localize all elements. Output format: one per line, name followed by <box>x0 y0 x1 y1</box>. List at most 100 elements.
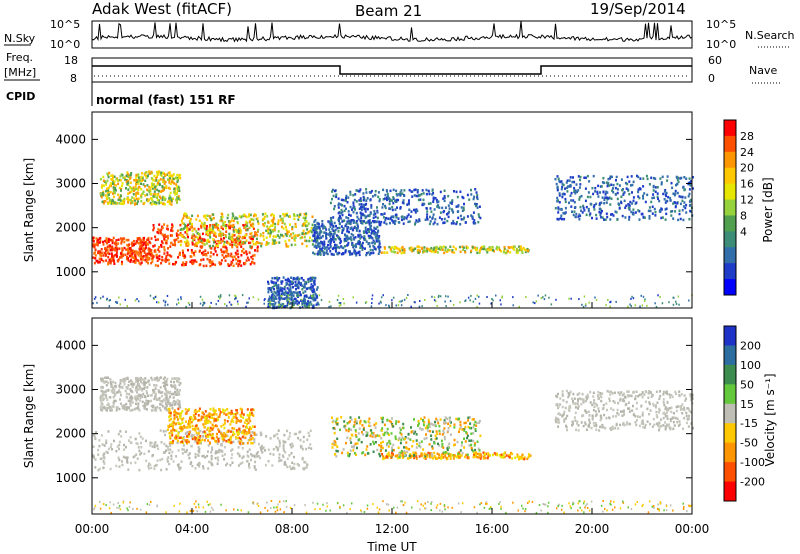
data-cell <box>317 222 320 226</box>
data-cell <box>200 224 202 228</box>
data-cell <box>443 199 446 203</box>
data-cell <box>178 198 181 201</box>
data-cell <box>153 442 156 446</box>
data-cell <box>609 427 612 430</box>
data-cell <box>215 244 218 247</box>
data-cell <box>501 296 503 299</box>
data-cell <box>610 213 612 216</box>
data-cell <box>562 399 565 402</box>
data-cell <box>282 444 285 447</box>
data-cell <box>573 186 576 190</box>
data-cell <box>134 461 137 464</box>
data-cell <box>302 291 305 294</box>
data-cell <box>221 233 224 237</box>
data-cell <box>475 203 478 206</box>
data-cell <box>131 187 134 191</box>
data-cell <box>158 257 161 261</box>
data-cell <box>112 387 115 390</box>
data-cell <box>576 402 579 406</box>
data-cell <box>111 448 113 451</box>
data-cell <box>177 256 180 259</box>
data-cell <box>184 226 187 229</box>
data-cell <box>263 302 265 305</box>
data-cell <box>434 250 437 253</box>
data-cell <box>156 188 159 192</box>
data-cell <box>114 393 117 396</box>
data-cell <box>290 243 293 247</box>
data-cell <box>268 295 271 298</box>
data-cell <box>139 387 142 391</box>
data-cell <box>284 278 287 282</box>
data-cell <box>262 235 265 238</box>
data-cell <box>570 191 573 195</box>
data-cell <box>205 264 208 268</box>
freq-panel: Freq. [MHz] 18 8 60 0 Nave <box>4 51 780 85</box>
data-cell <box>426 210 429 213</box>
data-cell <box>94 254 97 257</box>
data-cell <box>573 201 576 204</box>
data-cell <box>119 256 121 259</box>
data-cell <box>136 442 139 446</box>
data-cell <box>638 210 641 213</box>
data-cell <box>281 217 284 221</box>
data-cell <box>644 423 647 427</box>
data-cell <box>116 445 119 448</box>
data-cell <box>471 217 474 220</box>
data-cell <box>627 407 629 410</box>
data-cell <box>650 176 653 180</box>
data-cell <box>394 251 397 254</box>
data-cell <box>291 293 294 296</box>
data-cell <box>294 243 297 247</box>
data-cell <box>100 258 103 261</box>
data-cell <box>563 420 566 423</box>
data-cell <box>424 299 426 301</box>
data-cell <box>187 216 190 219</box>
data-cell <box>141 256 144 259</box>
data-cell <box>158 376 161 380</box>
data-cell <box>601 426 604 429</box>
data-cell <box>451 208 453 211</box>
data-cell <box>211 463 214 467</box>
data-cell <box>159 173 162 176</box>
data-cell <box>616 188 619 191</box>
data-cell <box>101 409 104 412</box>
data-cell <box>118 202 121 205</box>
data-cell <box>347 210 350 213</box>
data-cell <box>333 221 336 225</box>
data-cell <box>108 171 111 175</box>
data-cell <box>433 208 436 211</box>
data-cell <box>571 424 574 427</box>
data-cell <box>113 391 116 394</box>
data-cell <box>629 200 632 204</box>
data-cell <box>232 264 235 267</box>
data-cell <box>159 231 162 235</box>
data-cell <box>180 227 183 231</box>
data-cell <box>129 199 132 202</box>
data-cell <box>302 299 305 303</box>
data-cell <box>293 237 296 241</box>
data-cell <box>243 235 246 239</box>
data-cell <box>330 305 332 308</box>
data-cell <box>377 191 380 194</box>
data-cell <box>176 189 179 193</box>
data-cell <box>160 391 162 394</box>
data-cell <box>610 300 612 303</box>
data-cell <box>109 378 112 381</box>
data-cell <box>115 464 118 468</box>
data-cell <box>582 424 585 428</box>
data-cell <box>287 245 290 248</box>
data-cell <box>477 213 480 216</box>
data-cell <box>107 175 110 179</box>
data-cell <box>577 175 580 178</box>
data-cell <box>376 209 379 213</box>
data-cell <box>447 248 450 251</box>
data-cell <box>343 239 346 243</box>
data-cell <box>658 421 661 424</box>
data-cell <box>452 245 455 248</box>
data-cell <box>285 281 288 285</box>
data-cell <box>625 403 628 406</box>
data-cell <box>224 227 227 230</box>
data-cell <box>181 452 184 455</box>
data-cell <box>666 175 669 178</box>
data-cell <box>631 191 633 194</box>
